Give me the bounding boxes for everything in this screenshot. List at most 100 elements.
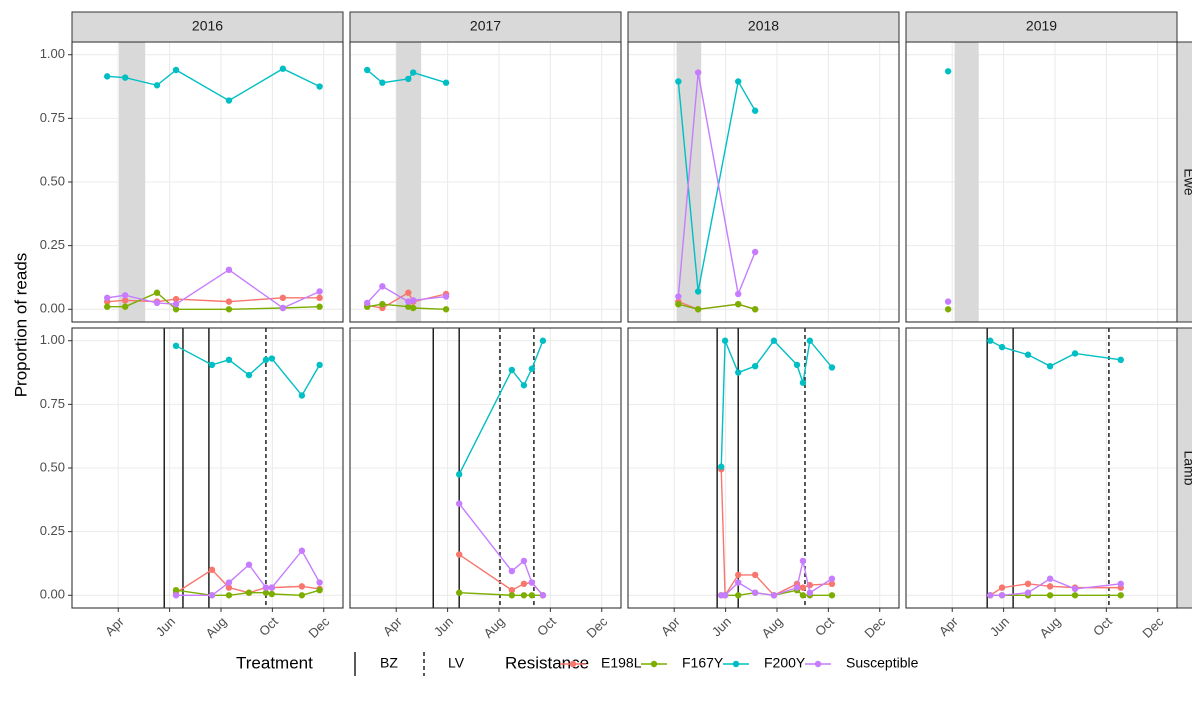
- x-tick-label: Dec: [1139, 614, 1166, 641]
- data-point: [172, 300, 180, 308]
- data-point: [987, 337, 994, 344]
- y-tick-label: 0.25: [40, 237, 65, 252]
- data-point: [793, 361, 801, 369]
- x-tick-label: Apr: [380, 613, 405, 638]
- data-point: [799, 557, 807, 565]
- data-point: [245, 371, 253, 379]
- data-point: [172, 586, 180, 594]
- data-point: [508, 366, 516, 374]
- legend-label: BZ: [380, 655, 398, 671]
- row-label: Ewe: [1181, 168, 1192, 195]
- data-point: [1046, 362, 1054, 370]
- data-point: [121, 74, 129, 81]
- data-point: [405, 289, 412, 296]
- data-point: [1046, 575, 1054, 582]
- x-tick-label: Dec: [305, 614, 332, 641]
- x-tick-label: Jun: [431, 614, 456, 639]
- data-point: [279, 294, 287, 302]
- data-point: [734, 369, 742, 376]
- data-point: [751, 306, 759, 313]
- y-tick-label: 0.75: [40, 396, 65, 411]
- data-point: [316, 288, 323, 295]
- data-point: [806, 337, 814, 344]
- data-point: [793, 584, 801, 591]
- data-point: [364, 66, 371, 74]
- row-label: Lamb: [1181, 450, 1192, 485]
- y-tick-label: 0.50: [40, 173, 65, 188]
- data-point: [364, 299, 371, 307]
- data-point: [262, 584, 270, 591]
- data-point: [508, 592, 516, 599]
- data-point: [508, 567, 516, 575]
- data-point: [298, 592, 306, 599]
- data-point: [734, 592, 742, 599]
- data-point: [1071, 350, 1079, 357]
- data-point: [225, 356, 233, 364]
- y-tick-label: 1.00: [40, 46, 65, 61]
- data-point: [455, 471, 463, 478]
- legend-key: [814, 660, 822, 668]
- column-label: 2016: [192, 18, 223, 34]
- legend-title: Treatment: [236, 653, 313, 672]
- legend-key: [650, 660, 658, 668]
- data-point: [694, 288, 702, 295]
- data-point: [405, 298, 412, 305]
- x-tick-label: Aug: [481, 614, 508, 641]
- data-point: [121, 292, 129, 299]
- data-point: [379, 79, 386, 86]
- data-point: [734, 300, 742, 308]
- data-point: [225, 298, 233, 305]
- y-axis-label: Proportion of reads: [11, 253, 30, 398]
- data-point: [409, 304, 417, 312]
- data-point: [828, 575, 836, 582]
- data-point: [153, 289, 161, 296]
- series-line: [175, 568, 320, 594]
- y-tick-label: 1.00: [40, 332, 65, 347]
- data-point: [172, 306, 180, 313]
- legend-key: [569, 660, 577, 668]
- data-point: [806, 589, 814, 596]
- data-point: [172, 592, 180, 599]
- column-strip: [349, 11, 622, 43]
- legend-key: [732, 660, 740, 668]
- data-point: [675, 300, 682, 308]
- data-point: [520, 580, 528, 588]
- data-point: [121, 297, 129, 304]
- y-tick-label: 0.00: [40, 301, 65, 316]
- data-point: [208, 566, 216, 574]
- column-label: 2019: [1026, 18, 1057, 34]
- data-point: [316, 361, 323, 369]
- data-point: [987, 592, 994, 599]
- data-point: [262, 356, 270, 364]
- x-tick-label: Jun: [987, 614, 1012, 639]
- data-point: [409, 297, 417, 304]
- legend-label: LV: [448, 655, 465, 671]
- x-tick-label: Jun: [709, 614, 734, 639]
- data-point: [751, 571, 759, 579]
- data-point: [225, 584, 233, 591]
- data-point: [721, 592, 729, 599]
- data-point: [1071, 592, 1079, 599]
- data-point: [268, 355, 276, 362]
- data-point: [1046, 592, 1054, 599]
- data-point: [528, 365, 536, 372]
- x-tick-label: Jun: [153, 614, 178, 639]
- data-point: [103, 294, 111, 302]
- data-point: [298, 547, 306, 554]
- data-point: [944, 68, 952, 75]
- treatment-period: [119, 42, 146, 322]
- data-point: [694, 306, 702, 313]
- data-point: [172, 342, 180, 350]
- data-point: [1117, 592, 1124, 599]
- data-point: [1071, 585, 1079, 593]
- column-strip: [71, 11, 344, 43]
- data-point: [103, 73, 111, 80]
- data-point: [520, 592, 528, 599]
- data-point: [298, 583, 306, 590]
- legend-label: Susceptible: [846, 655, 919, 671]
- data-point: [455, 551, 463, 558]
- x-tick-label: Oct: [256, 614, 281, 639]
- column-strip: [905, 11, 1178, 43]
- data-point: [1024, 589, 1032, 596]
